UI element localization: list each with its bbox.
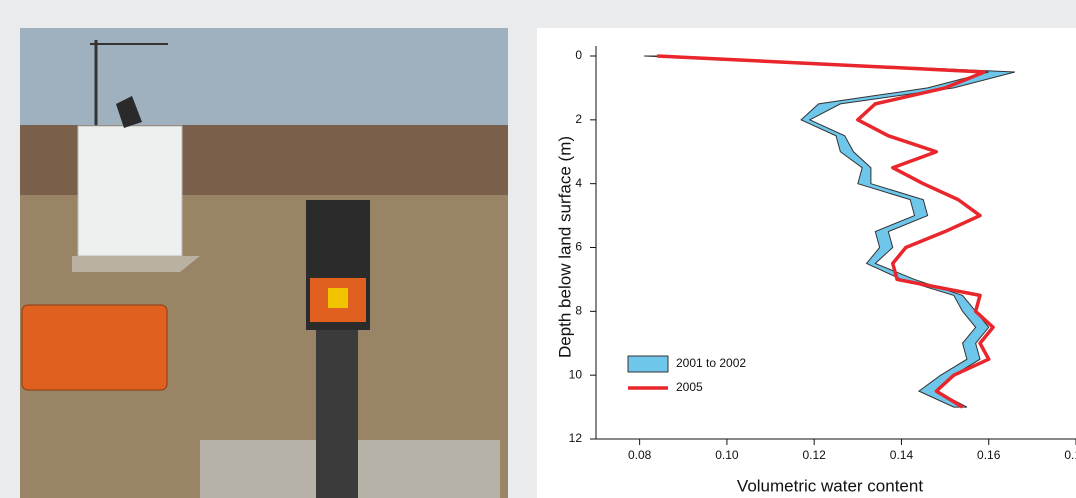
x-tick-label: 0.16 xyxy=(977,448,1001,462)
photo xyxy=(20,28,508,498)
y-tick-label: 6 xyxy=(575,240,582,254)
y-tick-label: 0 xyxy=(575,48,582,62)
y-tick-label: 4 xyxy=(575,176,582,190)
y-tick-label: 12 xyxy=(569,431,583,445)
y-tick-label: 2 xyxy=(575,112,582,126)
page: Depth below land surface (m) Volumetric … xyxy=(0,0,1076,498)
pipe xyxy=(316,320,358,498)
x-tick-label: 0.10 xyxy=(715,448,739,462)
x-tick-label: 0.08 xyxy=(628,448,652,462)
x-tick-label: 0.12 xyxy=(803,448,827,462)
x-tick-label: 0.14 xyxy=(890,448,914,462)
figure: Depth below land surface (m) Volumetric … xyxy=(0,0,1076,498)
case xyxy=(22,305,167,390)
legend-swatch xyxy=(628,356,668,372)
y-tick-label: 8 xyxy=(575,304,582,318)
x-tick-label: 0.18 xyxy=(1064,448,1076,462)
y-axis-label: Depth below land surface (m) xyxy=(555,136,574,358)
radiation-sign xyxy=(328,288,348,308)
legend-label: 2001 to 2002 xyxy=(676,356,746,370)
y-tick-label: 10 xyxy=(569,367,583,381)
enclosure xyxy=(78,126,182,256)
x-axis-label: Volumetric water content xyxy=(737,476,923,495)
pad xyxy=(72,256,200,272)
legend-label: 2005 xyxy=(676,380,703,394)
chart-panel xyxy=(537,28,1076,498)
